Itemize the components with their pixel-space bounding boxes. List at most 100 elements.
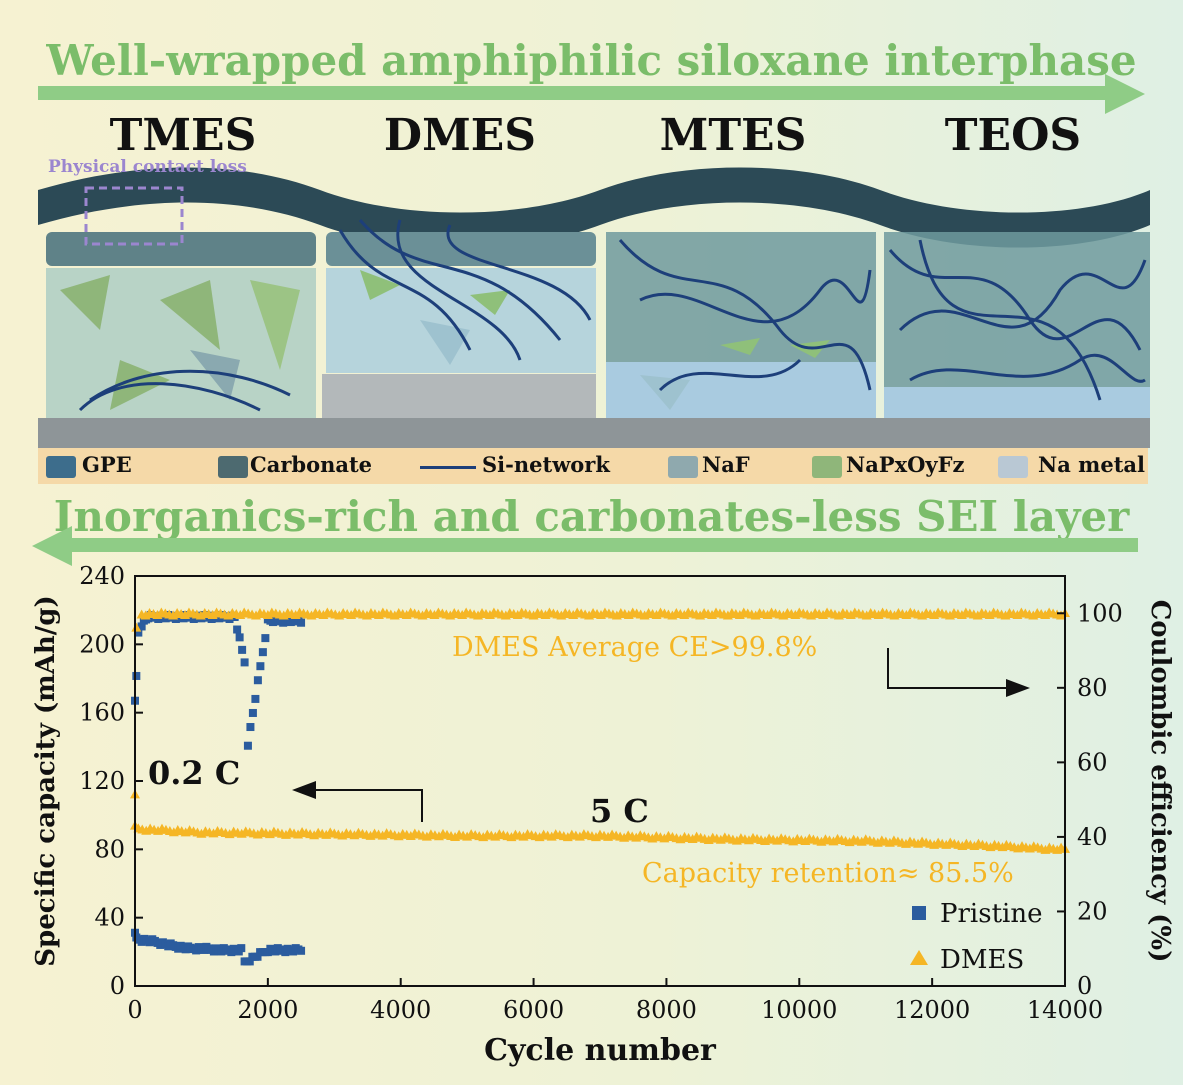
dmes-ce-point [833,610,844,620]
dmes-capacity-point [450,832,461,842]
dmes-capacity-point [828,836,839,846]
na-metal-icon [998,456,1028,478]
pristine-capacity-point [245,957,254,966]
dmes-ce-point [734,610,745,620]
dmes-ce-point [595,610,606,620]
dmes-ce-point [362,610,373,620]
dmes-ce-point [528,610,539,620]
pristine-ce-point [235,633,244,642]
dmes-capacity-point [252,829,263,839]
dmes-ce-point [972,610,983,620]
cycling-chart: 0 2000 4000 6000 8000 10000 12000 1400004080120… [31,562,1175,1068]
pristine-ce-point [253,676,262,685]
legend-si-network: Si-network [482,452,610,477]
dmes-capacity-point [365,830,376,840]
dmes-ce-point [889,610,900,620]
dmes-capacity-point [1040,844,1051,854]
si-network-strand [338,229,472,351]
dmes-capacity-point [264,829,275,839]
dmes-capacity-point [153,825,164,835]
dmes-capacity-point [280,829,291,839]
bottom-title: Inorganics-rich and carbonates-less SEI … [53,492,1130,541]
si-network-strand [658,358,802,392]
pristine-ce-point [258,648,267,657]
si-network-strand [639,269,872,324]
pristine-ce-point [251,694,260,703]
legend-pristine-marker [912,906,926,920]
dmes-capacity-point [715,834,726,844]
dmes-capacity-point [800,836,811,846]
y-tick-label: 200 [79,630,125,658]
dmes-capacity-point [518,831,529,841]
mosaic-teos [884,387,1150,418]
pristine-ce-point [240,658,249,667]
dmes-ce-point [639,610,650,620]
napxoyfz-fragment [250,280,300,370]
dmes-capacity-point [856,836,867,846]
dmes-capacity-point [1013,843,1024,853]
si-network-icon [420,466,476,469]
pristine-ce-point [246,723,255,732]
dmes-capacity-point [675,834,686,844]
naf-fragment [640,375,690,410]
dmes-ce-point [790,610,801,620]
pristine-ce-point [134,628,143,637]
panel-label-mtes: MTES [659,110,807,161]
pristine-ce-point [137,622,146,631]
pristine-ce-point [238,645,247,654]
dmes-ce-point [917,610,928,620]
dmes-capacity-point [816,836,827,846]
legend-dmes-marker [910,950,928,965]
dmes-ce-point [262,610,273,620]
dmes-ce-point [1028,610,1039,620]
legend-dmes-label: DMES [940,945,1024,975]
dmes-capacity-point [236,828,247,838]
dmes-ce-point [707,610,718,620]
panel-label-dmes: DMES [383,110,537,161]
dmes-ce-point [429,610,440,620]
dmes-ce-point [623,610,634,620]
dmes-capacity-point [421,831,432,841]
x-tick-label: 10000 [761,996,837,1024]
top-title: Well-wrapped amphiphilic siloxane interp… [46,36,1137,85]
napxoyfz-fragment [470,290,510,315]
legend-napxoyfz: NaPxOyFz [846,452,965,477]
dmes-ce-point [695,610,706,620]
pristine-ce-point [297,618,306,627]
pristine-ce-point [233,625,242,634]
dmes-capacity-point [603,831,614,841]
dmes-ce-point [180,610,191,620]
ce-average-annotation: DMES Average CE>99.8% [452,632,817,663]
legend-na-metal: Na metal [1038,452,1145,477]
dmes-ce-point [1056,610,1067,620]
na-metal-base [38,418,1150,448]
dmes-capacity-point [180,827,191,837]
pristine-capacity-point [237,944,246,953]
pristine-ce-point [243,741,252,750]
dmes-capacity-point [506,832,517,842]
dmes-capacity-point [224,829,235,839]
dmes-ce-point [901,610,912,620]
dmes-ce-point [195,610,206,620]
dmes-ce-point [873,610,884,620]
dmes-capacity-point [321,829,332,839]
dmes-capacity-point [703,834,714,844]
dmes-capacity-point [969,840,980,850]
y-tick-label: 160 [79,699,125,727]
dmes-ce-point [750,610,761,620]
dmes-ce-point [207,610,218,620]
dmes-capacity-point [913,838,924,848]
dmes-capacity-point [208,828,219,838]
capacity-axis-arrow [312,789,423,822]
y2-tick-label: 100 [1077,599,1123,627]
legend-carbonate: Carbonate [250,452,373,477]
dmes-ce-point [457,610,468,620]
dmes-ce-point [152,610,163,620]
pristine-ce-point [261,634,270,643]
dmes-capacity-point [760,835,771,845]
dmes-ce-point [168,610,179,620]
y2-tick-label: 80 [1077,674,1108,702]
dmes-capacity-point [405,830,416,840]
dmes-capacity-point [731,835,742,845]
dmes-ce-point [1000,610,1011,620]
